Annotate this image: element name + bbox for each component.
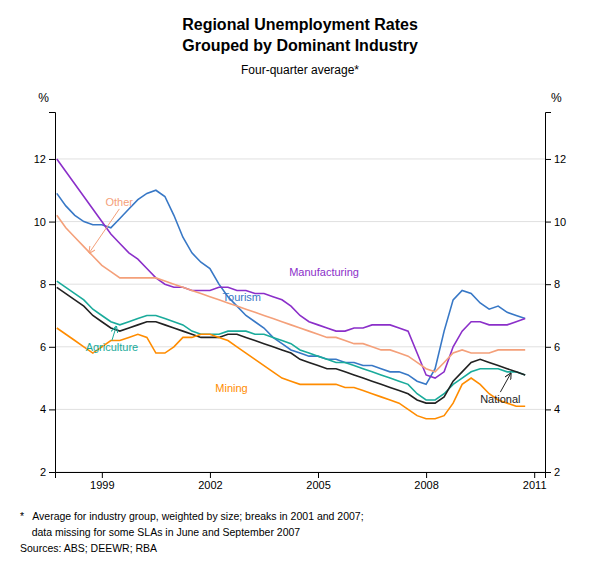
title: Regional Unemployment Rates: [182, 16, 418, 33]
tick: 8: [545, 278, 560, 290]
annotation: National: [480, 393, 520, 405]
grid-line: [55, 158, 545, 159]
chart-container: Regional Unemployment Rates Grouped by Do…: [0, 0, 600, 584]
tick: 2011: [523, 472, 547, 491]
annotation: Other: [105, 196, 133, 208]
subtitle: Four-quarter average*: [241, 63, 359, 77]
tick-label: 6: [40, 341, 46, 353]
annotation-arrow: [500, 373, 510, 392]
tick: 2: [545, 466, 560, 478]
annotation: Manufacturing: [289, 266, 359, 278]
tick-mark: [49, 472, 55, 473]
tick: 2005: [306, 472, 330, 491]
tick-mark: [545, 222, 551, 223]
chart: Regional Unemployment Rates Grouped by Do…: [0, 0, 600, 584]
tick-mark: [545, 347, 551, 348]
tick-label: 4: [554, 403, 560, 415]
annotation: Tourism: [223, 291, 262, 303]
tick-mark: [49, 409, 55, 410]
tick-label: 10: [554, 216, 566, 228]
y-axis-label: %: [38, 91, 49, 105]
tick-mark: [318, 472, 319, 478]
lines: [57, 159, 525, 419]
tick-label: 2002: [198, 479, 222, 491]
tick-label: 1999: [90, 479, 114, 491]
series-line: [57, 281, 525, 400]
tick-label: 10: [34, 216, 46, 228]
tick: 6: [545, 341, 560, 353]
grid-line: [55, 409, 545, 410]
annotation: Agriculture: [86, 341, 139, 353]
tick-label: 12: [554, 153, 566, 165]
tick-label: 6: [554, 341, 560, 353]
annotation-arrow: [89, 209, 119, 253]
tick-label: 8: [554, 278, 560, 290]
tick-mark: [49, 159, 55, 160]
footnotes: * Average for industry group, weighted b…: [20, 510, 364, 554]
annotations: Other Agriculture Tourism Manufacturing Nati…: [86, 196, 521, 405]
series-line: [57, 159, 525, 378]
grid: [55, 159, 545, 472]
footnote: data missing for some SLAs in June and S…: [20, 526, 300, 538]
tick-label: 12: [34, 153, 46, 165]
axis-line: [49, 113, 56, 473]
axis-line: [56, 473, 546, 479]
plot-area: 1999 2002 2005 2008 2011 2 4 6 8 10 12 2 4 6 8 10 12%% Ot…: [34, 91, 567, 491]
tick-mark: [49, 222, 55, 223]
tick-mark: [102, 472, 103, 478]
tick: 4: [545, 403, 560, 415]
tick-label: 2005: [306, 479, 330, 491]
series-line: [57, 215, 525, 372]
tick-mark: [210, 472, 211, 478]
series-line: [57, 190, 525, 384]
grid-line: [55, 221, 545, 222]
tick-mark: [534, 472, 535, 478]
tick: 1999: [90, 472, 114, 491]
grid-line: [55, 284, 545, 285]
tick-mark: [545, 159, 551, 160]
tick-label: 2: [40, 466, 46, 478]
tick: 2008: [414, 472, 438, 491]
footnote: Sources: ABS; DEEWR; RBA: [20, 542, 157, 554]
tick: 2: [40, 466, 55, 478]
tick: 2002: [198, 472, 222, 491]
tick-label: 2011: [523, 479, 547, 491]
tick: 12: [34, 153, 55, 165]
tick-mark: [49, 347, 55, 348]
tick-label: 8: [40, 278, 46, 290]
tick: 10: [545, 216, 566, 228]
x-axis: 1999 2002 2005 2008 2011: [56, 472, 547, 491]
tick-mark: [49, 284, 55, 285]
title: Grouped by Dominant Industry: [182, 37, 418, 54]
tick: 6: [40, 341, 55, 353]
annotation: Mining: [215, 382, 247, 394]
tick-mark: [545, 284, 551, 285]
tick: 10: [34, 216, 55, 228]
tick-mark: [426, 472, 427, 478]
tick: 4: [40, 403, 55, 415]
axis-line: [546, 113, 552, 473]
y-axis: 2 4 6 8 10 12: [34, 113, 56, 479]
footnote: * Average for industry group, weighted b…: [20, 510, 364, 522]
tick-label: 2: [554, 466, 560, 478]
annotation-arrow: [112, 326, 116, 340]
tick-label: 4: [40, 403, 46, 415]
titles: Regional Unemployment Rates Grouped by Do…: [182, 16, 418, 77]
y2-axis: 2 4 6 8 10 12: [545, 113, 566, 479]
series-line: [57, 328, 525, 419]
tick: 12: [545, 153, 566, 165]
y2-axis-label: %: [551, 91, 562, 105]
tick-label: 2008: [414, 479, 438, 491]
tick-mark: [545, 472, 551, 473]
series-line: [57, 287, 525, 403]
tick: 8: [40, 278, 55, 290]
tick-mark: [545, 409, 551, 410]
